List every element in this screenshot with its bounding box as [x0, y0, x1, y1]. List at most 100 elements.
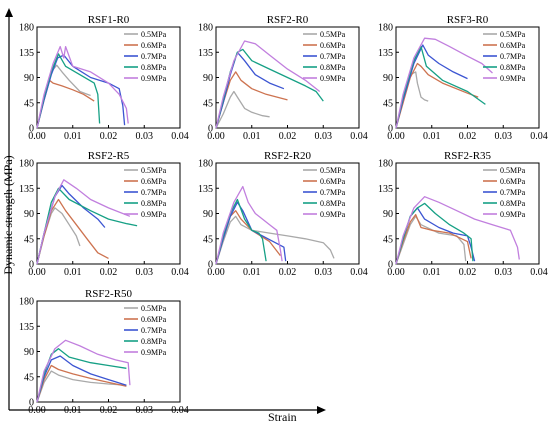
y-tick-label: 90 [383, 209, 393, 220]
y-tick-label: 0 [388, 124, 393, 135]
legend-label: 0.8MPa [320, 63, 346, 72]
x-tick-label: 0.03 [136, 267, 154, 278]
legend-label: 0.9MPa [500, 74, 526, 83]
series-line [36, 370, 127, 403]
y-tick-label: 180 [378, 159, 393, 170]
legend-label: 0.6MPa [320, 41, 346, 50]
legend-label: 0.9MPa [141, 348, 167, 357]
panel-title: RSF2-R35 [444, 150, 492, 162]
legend-label: 0.5MPa [500, 166, 526, 175]
y-tick-label: 180 [19, 23, 34, 34]
chart-panel: RSF2-R35 0.00 0.01 0.02 0.03 0.04 0 45 90 135 180 0… [378, 150, 548, 278]
x-tick-label: 0.04 [171, 405, 189, 416]
series-line [36, 45, 129, 129]
legend-label: 0.9MPa [320, 210, 346, 219]
x-tick-label: 0.00 [387, 267, 405, 278]
x-tick-label: 0.04 [171, 267, 189, 278]
legend-label: 0.8MPa [500, 199, 526, 208]
legend-label: 0.6MPa [141, 315, 167, 324]
legend-label: 0.7MPa [500, 188, 526, 197]
figure-ylabel: Dynamic strength (MPa) [1, 155, 15, 274]
y-tick-label: 45 [24, 234, 34, 245]
series-line [395, 215, 467, 265]
legend-label: 0.6MPa [500, 41, 526, 50]
legend-label: 0.6MPa [141, 177, 167, 186]
chart-panel: RSF2-R5 0.00 0.01 0.02 0.03 0.04 0 45 90 135 180 0.… [19, 150, 189, 278]
series-line [36, 348, 127, 403]
series-line [395, 71, 429, 129]
series-line [395, 213, 472, 265]
panels: RSF1-R0 0.00 0.01 0.02 0.03 0.04 0 45 90 135 180 0.… [19, 14, 548, 416]
legend-label: 0.5MPa [141, 30, 167, 39]
x-tick-label: 0.02 [459, 131, 477, 142]
y-tick-label: 0 [29, 124, 34, 135]
panel-title: RSF2-R20 [264, 150, 312, 162]
y-tick-label: 180 [19, 159, 34, 170]
y-tick-label: 45 [203, 234, 213, 245]
y-tick-label: 135 [198, 184, 213, 195]
x-tick-label: 0.02 [100, 131, 118, 142]
chart-panel: RSF2-R20 0.00 0.01 0.02 0.03 0.04 0 45 90 135 180 0… [198, 150, 368, 278]
series-line [36, 53, 101, 129]
x-tick-label: 0.04 [530, 131, 548, 142]
legend-label: 0.6MPa [320, 177, 346, 186]
x-tick-label: 0.02 [279, 267, 297, 278]
x-tick-label: 0.00 [207, 267, 225, 278]
series-line [215, 215, 335, 265]
series-line [395, 196, 520, 265]
y-tick-label: 180 [198, 23, 213, 34]
legend-label: 0.7MPa [141, 52, 167, 61]
legend-label: 0.9MPa [141, 74, 167, 83]
chart-panel: RSF2-R50 0.00 0.01 0.02 0.03 0.04 0 45 90 135 180 0… [19, 288, 189, 416]
x-tick-label: 0.01 [243, 267, 261, 278]
y-tick-label: 90 [203, 73, 213, 84]
panel-title: RSF3-R0 [447, 14, 489, 26]
x-tick-label: 0.04 [350, 131, 368, 142]
legend-label: 0.9MPa [320, 74, 346, 83]
y-tick-label: 45 [203, 98, 213, 109]
y-tick-label: 0 [388, 260, 393, 271]
legend-label: 0.8MPa [141, 337, 167, 346]
legend-label: 0.7MPa [141, 188, 167, 197]
y-tick-label: 0 [208, 124, 213, 135]
legend-label: 0.5MPa [320, 166, 346, 175]
series-line [36, 339, 131, 403]
x-tick-label: 0.00 [28, 131, 46, 142]
y-tick-label: 45 [24, 98, 34, 109]
y-tick-label: 90 [383, 73, 393, 84]
y-tick-label: 90 [203, 209, 213, 220]
x-tick-label: 0.02 [459, 267, 477, 278]
series-line [395, 37, 493, 129]
legend-label: 0.5MPa [141, 304, 167, 313]
legend-label: 0.5MPa [141, 166, 167, 175]
x-tick-label: 0.00 [387, 131, 405, 142]
series-line [215, 40, 321, 129]
panel-title: RSF2-R5 [88, 150, 130, 162]
series-line [36, 355, 127, 403]
series-line [395, 207, 476, 265]
series-line [36, 187, 138, 265]
x-tick-label: 0.00 [28, 405, 46, 416]
series-line [215, 51, 285, 129]
x-tick-label: 0.00 [207, 131, 225, 142]
x-tick-label: 0.01 [64, 267, 82, 278]
legend-label: 0.7MPa [141, 326, 167, 335]
legend-label: 0.6MPa [141, 41, 167, 50]
series-line [395, 45, 486, 129]
x-tick-label: 0.02 [100, 405, 118, 416]
legend-label: 0.5MPa [500, 30, 526, 39]
x-tick-label: 0.03 [315, 131, 333, 142]
y-tick-label: 135 [378, 48, 393, 59]
legend-label: 0.8MPa [500, 63, 526, 72]
series-line [215, 90, 270, 129]
series-line [395, 44, 468, 129]
y-tick-label: 0 [29, 398, 34, 409]
x-tick-label: 0.01 [64, 405, 82, 416]
series-line [36, 198, 109, 265]
series-line [36, 179, 131, 265]
y-tick-label: 180 [378, 23, 393, 34]
series-line [395, 62, 479, 129]
series-line [215, 185, 283, 265]
y-tick-label: 180 [198, 159, 213, 170]
